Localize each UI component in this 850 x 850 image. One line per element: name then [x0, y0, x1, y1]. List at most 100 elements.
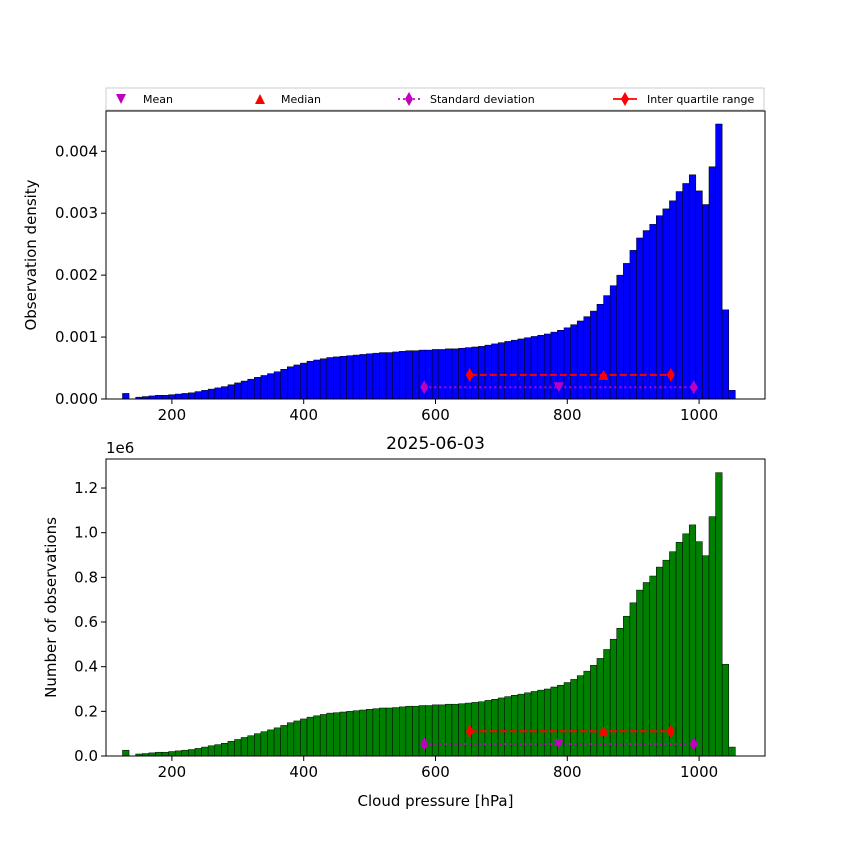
y-tick-label: 0.4 — [74, 658, 98, 676]
histogram-bar — [379, 352, 387, 400]
histogram-bar — [385, 707, 393, 757]
histogram-bar — [451, 703, 459, 757]
histogram-bar — [273, 727, 281, 757]
histogram-bar — [537, 689, 545, 757]
histogram-bar — [399, 351, 407, 400]
histogram-bar — [181, 749, 189, 757]
count-statistics-markers — [420, 724, 698, 751]
histogram-bar — [201, 390, 209, 400]
histogram-bar — [214, 387, 222, 400]
count-axis-multiplier: 1e6 — [106, 439, 134, 457]
histogram-bar — [313, 359, 321, 400]
y-tick-label: 0.002 — [55, 266, 98, 284]
histogram-bar — [458, 347, 466, 400]
histogram-bar — [609, 638, 617, 757]
density-histogram-panel: 200 400 600 800 1000 0.0000.0010.0020.0030.0… — [22, 110, 766, 424]
count-y-ticks: 0.0 0.2 0.4 0.6 0.8 1.0 1.2 — [74, 479, 106, 765]
histogram-bar — [254, 733, 262, 757]
std-diamond-icon — [405, 92, 413, 106]
histogram-bar — [590, 310, 598, 400]
y-tick-label: 0.0 — [74, 747, 98, 765]
histogram-bar — [326, 712, 334, 757]
histogram-bar — [728, 746, 736, 757]
iqr-high-marker — [666, 724, 675, 739]
histogram-bar — [306, 360, 314, 400]
histogram-bar — [293, 720, 301, 757]
histogram-bar — [207, 388, 215, 400]
histogram-bar — [530, 691, 538, 757]
mean-marker — [553, 382, 564, 393]
histogram-bar — [484, 344, 492, 400]
histogram-bar — [399, 706, 407, 757]
iqr-low-marker — [465, 724, 474, 739]
histogram-bar — [286, 722, 295, 757]
histogram-bar — [497, 342, 505, 400]
histogram-bar — [623, 615, 631, 757]
histogram-bar — [675, 542, 683, 757]
histogram-bar — [484, 700, 492, 757]
histogram-bar — [372, 708, 380, 757]
histogram-bar — [333, 356, 341, 400]
histogram-bar — [438, 704, 446, 757]
density-y-ticks: 0.000 0.001 0.002 0.003 0.004 — [55, 142, 106, 408]
histogram-bar — [623, 263, 631, 400]
histogram-bar — [300, 718, 308, 757]
histogram-bar — [603, 295, 611, 400]
x-tick-label: 600 — [421, 763, 450, 781]
histogram-bar — [405, 350, 413, 400]
x-tick-label: 200 — [158, 406, 187, 424]
legend-item-inter-quartile-range: Inter quartile range — [613, 92, 754, 106]
histogram-bar — [649, 575, 657, 757]
histogram-bar — [517, 338, 525, 400]
histogram-bar — [352, 354, 360, 400]
histogram-bar — [194, 748, 202, 757]
legend: Mean Median Standard deviation Inter qua… — [105, 87, 765, 111]
histogram-bar — [425, 705, 433, 757]
histogram-bar — [234, 739, 242, 757]
histogram-bar — [267, 729, 275, 757]
histogram-bar — [688, 174, 697, 400]
legend-item-mean: Mean — [116, 93, 173, 106]
histogram-bar — [438, 349, 446, 400]
x-tick-label: 1000 — [680, 763, 718, 781]
histogram-bar — [702, 555, 710, 757]
legend-label-standard-deviation: Standard deviation — [430, 93, 535, 106]
iqr-high-marker — [666, 367, 675, 382]
std-low-marker — [420, 380, 429, 395]
histogram-bar — [168, 394, 176, 400]
histogram-bar — [385, 352, 393, 400]
histogram-bar — [609, 285, 617, 400]
histogram-bar — [431, 349, 440, 400]
density-x-ticks: 200 400 600 800 1000 — [158, 399, 718, 424]
chart-title: 2025-06-03 — [386, 434, 485, 454]
mean-marker-icon — [116, 94, 126, 104]
histogram-bar — [543, 688, 552, 757]
histogram-bar — [491, 343, 499, 400]
histogram-bar — [188, 392, 196, 400]
legend-label-mean: Mean — [143, 93, 173, 106]
histogram-bar — [616, 274, 624, 400]
histogram-bar — [728, 390, 736, 400]
iqr-diamond-icon — [621, 92, 629, 106]
histogram-bar — [471, 702, 479, 757]
legend-item-median: Median — [255, 93, 321, 106]
histogram-bar — [458, 703, 466, 757]
histogram-bar — [240, 737, 248, 757]
histogram-bar — [254, 377, 262, 400]
histogram-bar — [695, 541, 703, 757]
histogram-bar — [445, 703, 453, 757]
median-marker — [598, 726, 609, 737]
histogram-bar — [366, 353, 374, 400]
histogram-bar — [181, 393, 189, 400]
histogram-bar — [346, 355, 354, 400]
histogram-bar — [392, 707, 400, 757]
histogram-bar — [188, 749, 196, 757]
histogram-bar — [656, 566, 664, 757]
legend-label-median: Median — [281, 93, 321, 106]
histogram-bar — [221, 386, 229, 400]
histogram-bar — [194, 391, 202, 400]
histogram-bar — [267, 373, 275, 400]
histogram-bar — [517, 693, 525, 757]
histogram-bar — [471, 346, 479, 400]
histogram-bar — [642, 582, 650, 757]
